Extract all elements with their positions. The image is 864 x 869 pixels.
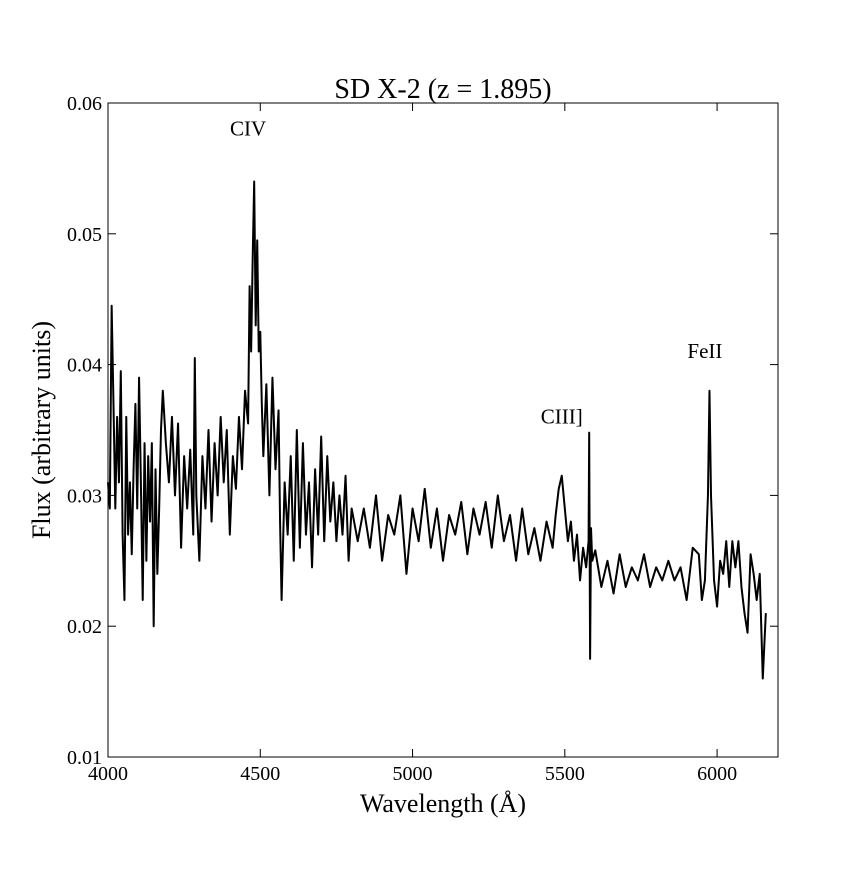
x-tick-label: 5500: [545, 763, 585, 785]
annotation: FeII: [687, 339, 722, 363]
chart-title: SD X-2 (z = 1.895): [334, 74, 551, 105]
plot-frame: [107, 102, 779, 758]
x-axis-label: Wavelength (Å): [360, 789, 526, 818]
x-tick-label: 4000: [88, 763, 128, 785]
y-tick-label: 0.03: [67, 485, 102, 507]
x-tick-label: 6000: [697, 763, 737, 785]
y-tick-label: 0.02: [67, 616, 102, 638]
annotation: CIV: [230, 117, 266, 141]
y-axis-label: Flux (arbitrary units): [27, 321, 56, 539]
x-tick-label: 4500: [240, 763, 280, 785]
spectrum-line: [107, 180, 767, 680]
y-tick-label: 0.04: [67, 355, 102, 377]
y-tick-label: 0.01: [67, 747, 102, 769]
y-tick-label: 0.06: [67, 93, 102, 115]
y-tick-label: 0.05: [67, 224, 102, 246]
x-tick-label: 5000: [393, 763, 433, 785]
annotation: CIII]: [541, 404, 583, 428]
